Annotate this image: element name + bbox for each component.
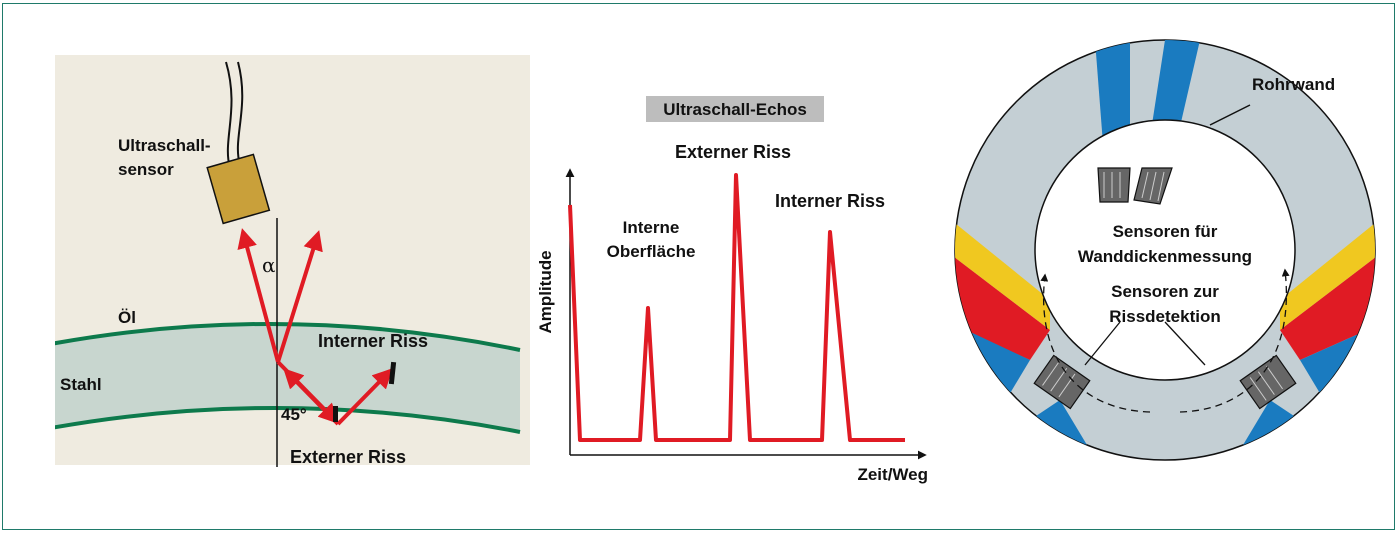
return-beam (283, 368, 340, 426)
sweep-arrow-left (1040, 273, 1151, 413)
sensor-label-line2: sensor (118, 160, 174, 179)
thickness-sensor-left (1097, 167, 1131, 203)
sweep-arrow-right (1179, 268, 1290, 413)
crack-sensor-leader-left (1084, 321, 1121, 366)
crack-sensor-leader-right (1164, 321, 1206, 366)
sensor-cable-2 (236, 61, 244, 166)
internal-crack-label: Interner Riss (318, 331, 428, 351)
internal-crack (388, 361, 397, 385)
chart-title: Ultraschall-Echos (663, 100, 807, 119)
oil-label: Öl (118, 308, 136, 327)
pipe-wall-label: Rohrwand (1252, 75, 1335, 94)
refraction-diagram: Ultraschall- sensor α Öl Stahl Interner … (55, 55, 530, 467)
angle-45-label: 45° (281, 405, 307, 424)
crack-sensors-label-2: Rissdetektion (1109, 307, 1220, 326)
echo-chart: Ultraschall-Echos Amplitude Zeit/Weg Int… (536, 96, 928, 484)
crack-sensor-left (1033, 354, 1091, 410)
incident-beam (237, 228, 280, 363)
reflected-beam (276, 230, 323, 363)
external-crack (333, 406, 338, 422)
peak-external-crack-label: Externer Riss (675, 142, 791, 162)
thickness-sensors-label-2: Wanddickenmessung (1078, 247, 1252, 266)
x-axis-label: Zeit/Weg (857, 465, 928, 484)
ultrasonic-sensor (206, 153, 271, 225)
y-axis-label: Amplitude (536, 250, 555, 333)
peak-internal-surface-label-2: Oberfläche (607, 242, 696, 261)
steel-label: Stahl (60, 375, 102, 394)
echo-signal (568, 173, 905, 442)
crack-sensor-right (1239, 354, 1297, 410)
crack-sensors-label-1: Sensoren zur (1111, 282, 1219, 301)
peak-internal-surface-label-1: Interne (623, 218, 680, 237)
thickness-sensors-label-1: Sensoren für (1113, 222, 1218, 241)
pipe-sensor-diagram: Rohrwand Sensoren für Wanddickenmessung … (954, 39, 1376, 461)
thickness-sensor-right (1133, 167, 1173, 205)
beam-to-internal-crack (336, 368, 393, 426)
steel-bottom-edge (55, 406, 521, 434)
steel-top-edge (55, 321, 521, 352)
external-crack-label: Externer Riss (290, 447, 406, 467)
alpha-angle-label: α (262, 253, 276, 277)
sensor-cable (225, 61, 233, 169)
sensor-label-line1: Ultraschall- (118, 136, 211, 155)
pipe-wall-leader (1209, 104, 1251, 126)
chart-title-box (646, 96, 824, 122)
peak-internal-crack-label: Interner Riss (775, 191, 885, 211)
